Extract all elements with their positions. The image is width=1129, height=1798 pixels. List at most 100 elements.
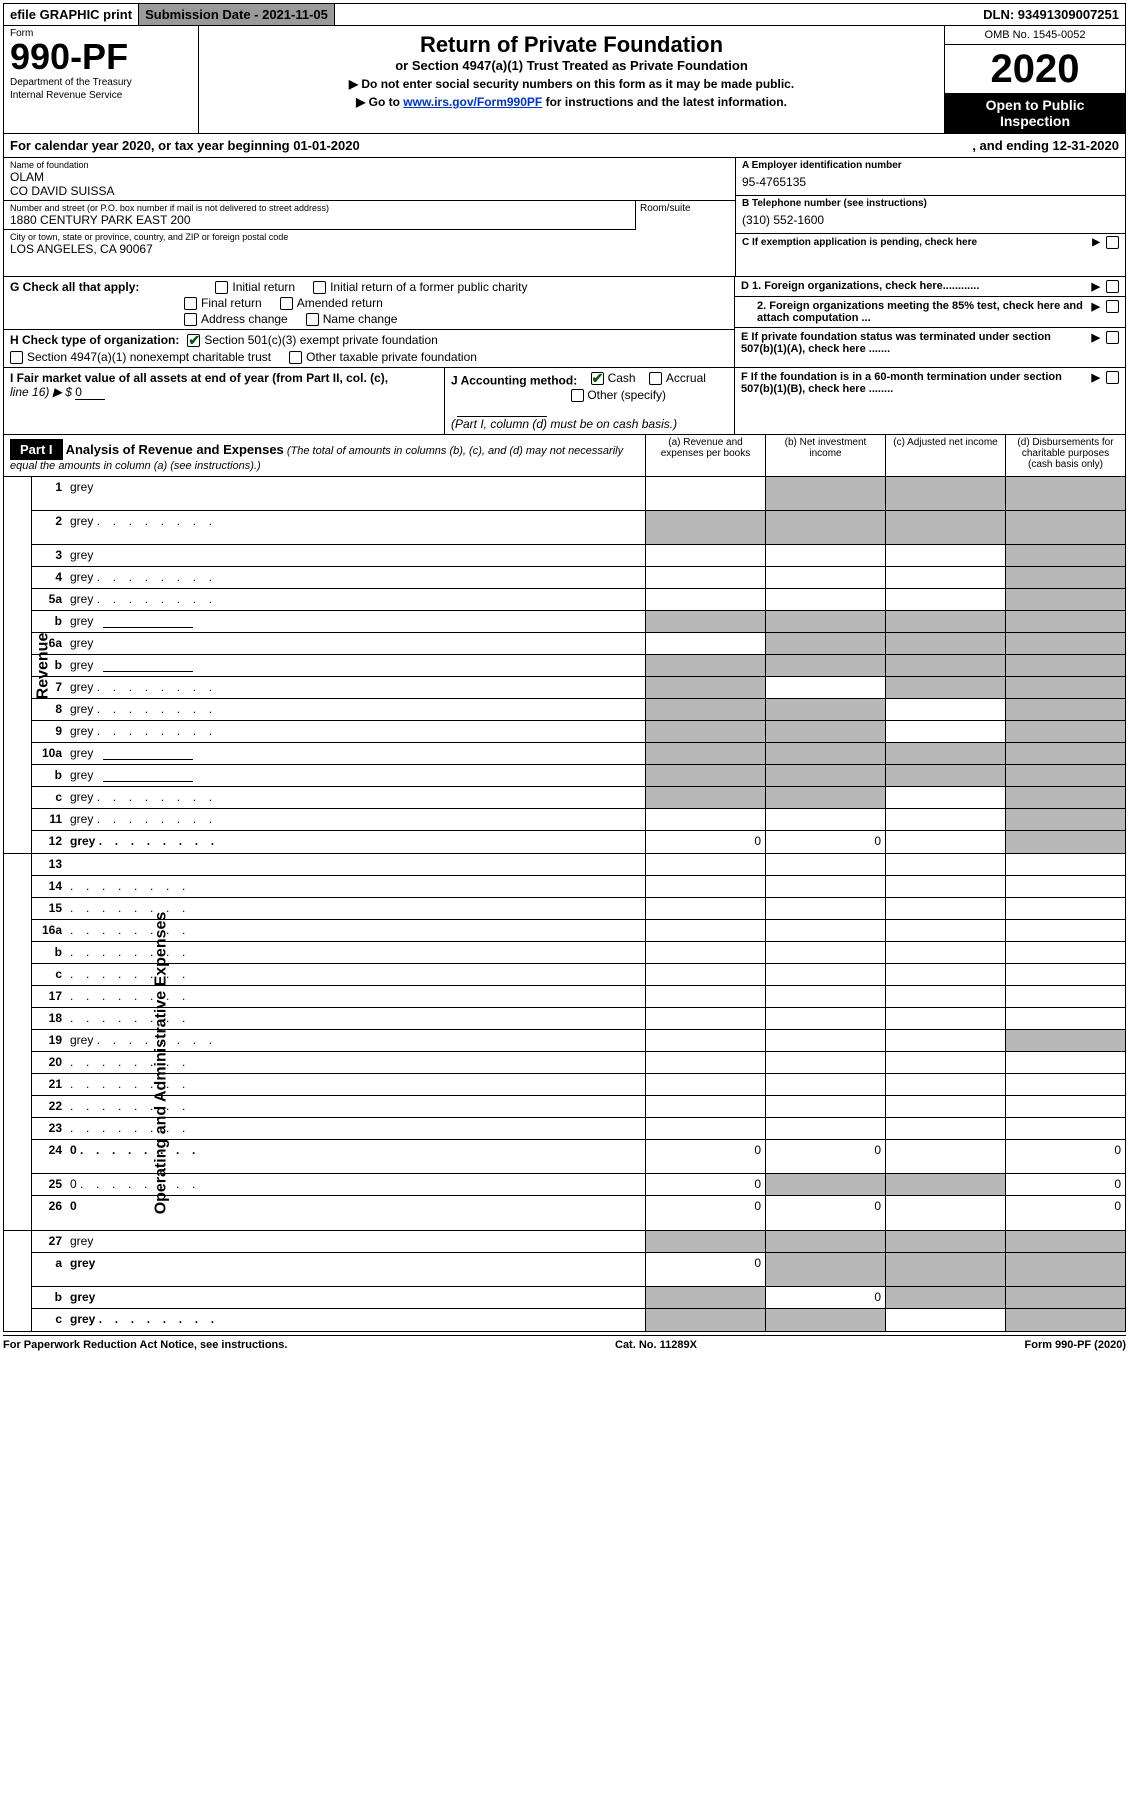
name-change-checkbox[interactable] xyxy=(306,313,319,326)
final-body: 27greyagrey0bgrey0cgrey . . . . . . . . xyxy=(32,1231,1125,1331)
row-value-d xyxy=(1005,964,1125,985)
row-number: c xyxy=(32,964,66,985)
row-value-b xyxy=(765,898,885,919)
row-value-a xyxy=(645,1287,765,1308)
row-value-b xyxy=(765,677,885,698)
row-number: b xyxy=(32,1287,66,1308)
table-row: 22 . . . . . . . . xyxy=(32,1096,1125,1118)
final-return-label: Final return xyxy=(201,296,262,310)
address-change-checkbox[interactable] xyxy=(184,313,197,326)
row-value-c xyxy=(885,809,1005,830)
table-row: 12grey . . . . . . . .00 xyxy=(32,831,1125,853)
table-row: agrey0 xyxy=(32,1253,1125,1287)
row-value-b xyxy=(765,589,885,610)
table-row: 7grey . . . . . . . . xyxy=(32,677,1125,699)
d1-checkbox[interactable] xyxy=(1106,280,1119,293)
other-specify-input[interactable] xyxy=(457,403,547,417)
row-value-b xyxy=(765,511,885,544)
header-note-ssn: ▶ Do not enter social security numbers o… xyxy=(205,77,938,91)
pending-checkbox[interactable] xyxy=(1106,236,1119,249)
row-value-d xyxy=(1005,876,1125,897)
row-value-b xyxy=(765,1074,885,1095)
row-value-a xyxy=(645,743,765,764)
expenses-side-label: Operating and Administrative Expenses xyxy=(4,854,32,1230)
footer-left: For Paperwork Reduction Act Notice, see … xyxy=(3,1339,287,1351)
row-description: grey . . . . . . . . xyxy=(66,677,645,698)
arrow-icon: ▶ xyxy=(1092,331,1100,344)
row-value-c xyxy=(885,876,1005,897)
cash-checkbox[interactable] xyxy=(591,372,604,385)
row-value-d xyxy=(1005,1074,1125,1095)
table-row: 20 . . . . . . . . xyxy=(32,1052,1125,1074)
f-checkbox[interactable] xyxy=(1106,371,1119,384)
row-value-a xyxy=(645,1118,765,1139)
sub-input[interactable] xyxy=(103,768,193,782)
note2-pre: ▶ Go to xyxy=(356,95,403,109)
e-checkbox[interactable] xyxy=(1106,331,1119,344)
room-label: Room/suite xyxy=(640,203,731,214)
row-value-d xyxy=(1005,589,1125,610)
row-value-d: 0 xyxy=(1005,1196,1125,1230)
sub-input[interactable] xyxy=(103,614,193,628)
row-value-a xyxy=(645,633,765,654)
amended-return-checkbox[interactable] xyxy=(280,297,293,310)
section-4947-checkbox[interactable] xyxy=(10,351,23,364)
row-value-d xyxy=(1005,511,1125,544)
d2-label: 2. Foreign organizations meeting the 85%… xyxy=(741,300,1086,324)
row-value-d xyxy=(1005,898,1125,919)
section-501c3-checkbox[interactable] xyxy=(187,334,200,347)
sub-input[interactable] xyxy=(103,746,193,760)
sub-input[interactable] xyxy=(103,658,193,672)
row-value-c xyxy=(885,699,1005,720)
row-value-c xyxy=(885,567,1005,588)
initial-return-checkbox[interactable] xyxy=(215,281,228,294)
other-specify-checkbox[interactable] xyxy=(571,389,584,402)
row-number: a xyxy=(32,1253,66,1286)
d1-row: D 1. Foreign organizations, check here..… xyxy=(735,277,1125,297)
check-left-gh: G Check all that apply: Initial return I… xyxy=(4,277,735,367)
row-value-b: 0 xyxy=(765,1196,885,1230)
row-number: 13 xyxy=(32,854,66,875)
row-value-a xyxy=(645,611,765,632)
addr-value: 1880 CENTURY PARK EAST 200 xyxy=(10,213,629,227)
arrow-icon: ▶ xyxy=(1092,237,1100,248)
row-value-b xyxy=(765,986,885,1007)
row-value-a xyxy=(645,920,765,941)
row-value-d: 0 xyxy=(1005,1140,1125,1173)
other-taxable-label: Other taxable private foundation xyxy=(306,350,477,364)
initial-former-checkbox[interactable] xyxy=(313,281,326,294)
row-value-c xyxy=(885,655,1005,676)
row-value-c xyxy=(885,1008,1005,1029)
row-value-c xyxy=(885,1140,1005,1173)
row-description: grey xyxy=(66,1231,645,1252)
irs-link[interactable]: www.irs.gov/Form990PF xyxy=(403,95,542,109)
row-value-b xyxy=(765,1174,885,1195)
expenses-body: 1314 . . . . . . . .15 . . . . . . . .16… xyxy=(32,854,1125,1230)
d2-checkbox[interactable] xyxy=(1106,300,1119,313)
row-number: 1 xyxy=(32,477,66,510)
g-row: G Check all that apply: Initial return I… xyxy=(4,277,734,294)
row-value-a: 0 xyxy=(645,1140,765,1173)
accrual-checkbox[interactable] xyxy=(649,372,662,385)
other-taxable-checkbox[interactable] xyxy=(289,351,302,364)
final-return-checkbox[interactable] xyxy=(184,297,197,310)
row-value-c xyxy=(885,854,1005,875)
row-value-c xyxy=(885,942,1005,963)
row-number: 21 xyxy=(32,1074,66,1095)
footer-mid: Cat. No. 11289X xyxy=(615,1339,697,1351)
row-value-d xyxy=(1005,765,1125,786)
row-description: . . . . . . . . xyxy=(66,876,645,897)
section-501c3-label: Section 501(c)(3) exempt private foundat… xyxy=(204,333,437,347)
j-label: J Accounting method: xyxy=(451,374,577,388)
row-value-d xyxy=(1005,942,1125,963)
row-value-c xyxy=(885,1096,1005,1117)
revenue-label: Revenue xyxy=(34,632,52,699)
info-right: A Employer identification number 95-4765… xyxy=(735,158,1125,276)
row-value-b xyxy=(765,1253,885,1286)
row-number: 9 xyxy=(32,721,66,742)
table-row: 240 . . . . . . . .000 xyxy=(32,1140,1125,1174)
row-value-b xyxy=(765,854,885,875)
row-value-a xyxy=(645,1030,765,1051)
row-value-b xyxy=(765,1309,885,1331)
row-value-d xyxy=(1005,633,1125,654)
